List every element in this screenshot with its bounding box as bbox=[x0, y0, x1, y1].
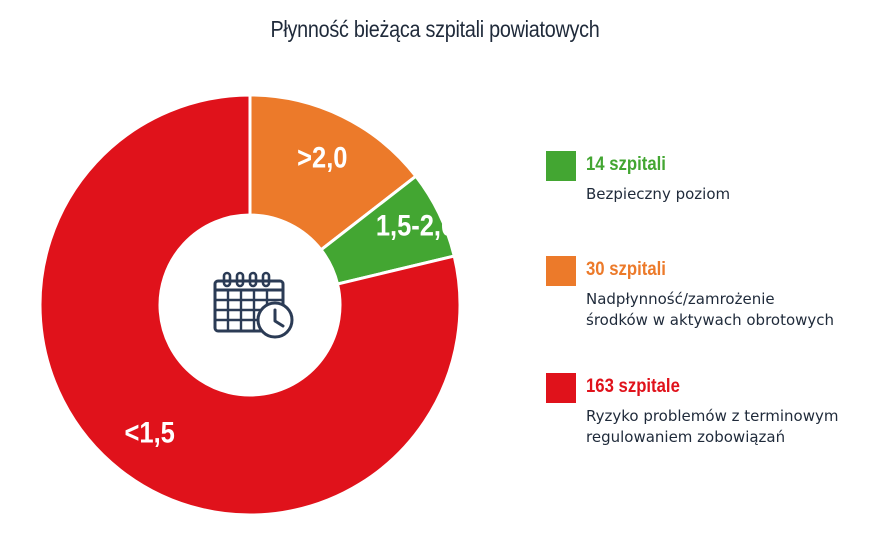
legend-swatch-green bbox=[546, 151, 576, 181]
donut-hole bbox=[161, 216, 339, 394]
legend-description: Ryzyko problemów z terminowym regulowani… bbox=[586, 407, 839, 446]
slice-label: 1,5-2,0 bbox=[376, 209, 455, 242]
slice-label: <1,5 bbox=[125, 416, 175, 449]
slice-label: >2,0 bbox=[297, 141, 347, 174]
calendar-clock-icon bbox=[213, 271, 294, 339]
donut-slice bbox=[38, 93, 462, 517]
chart-title: Płynność bieżąca szpitali powiatowych bbox=[270, 16, 600, 42]
legend-count: 30 szpitali bbox=[586, 259, 666, 280]
donut-chart: >2,0 1,5-2,0 <1,5 bbox=[38, 93, 462, 517]
legend-description: Nadpłynność/zamrożenie środków w aktywac… bbox=[586, 290, 835, 329]
legend-count: 14 szpitali bbox=[586, 154, 666, 175]
slice-labels: >2,0 1,5-2,0 <1,5 bbox=[125, 141, 456, 449]
legend-swatch-orange bbox=[546, 256, 576, 286]
legend-swatch-red bbox=[546, 373, 576, 403]
donut-slices bbox=[38, 93, 462, 517]
donut-slice bbox=[248, 93, 418, 252]
legend-count: 163 szpitale bbox=[586, 376, 680, 397]
legend-description: Bezpieczny poziom bbox=[586, 185, 731, 203]
